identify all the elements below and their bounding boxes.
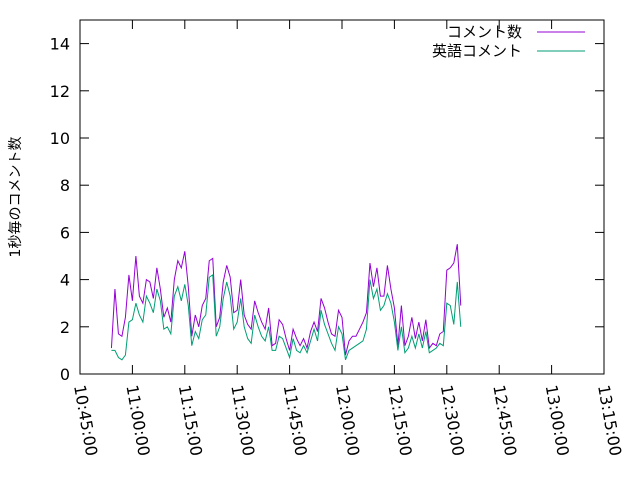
x-tick-label: 12:15:00 — [384, 383, 415, 457]
x-tick-label: 12:00:00 — [332, 383, 363, 457]
y-tick-labels: 0 2 4 6 8 10 12 14 — [50, 35, 70, 384]
x-tick-label: 13:15:00 — [594, 383, 625, 457]
x-tick-label: 12:30:00 — [437, 383, 468, 457]
y-tick-label: 8 — [60, 176, 70, 195]
y-tick-label: 12 — [50, 82, 70, 101]
y-tick-label: 4 — [60, 271, 70, 290]
x-tick-label: 10:45:00 — [70, 383, 101, 457]
x-tick-label: 11:45:00 — [280, 383, 311, 457]
y-tick-label: 14 — [50, 35, 70, 54]
y-axis-label: 1秒毎のコメント数 — [8, 137, 24, 258]
x-tick-label: 13:00:00 — [542, 383, 573, 457]
series-line-1 — [111, 273, 462, 361]
series-layer — [110, 244, 462, 361]
x-tick-label: 11:00:00 — [122, 383, 153, 457]
x-tick-label: 11:15:00 — [175, 383, 206, 457]
legend-label: 英語コメント — [432, 42, 522, 60]
y-tick-label: 10 — [50, 129, 70, 148]
y-tick-label: 0 — [60, 365, 70, 384]
series-line-0 — [110, 244, 462, 356]
x-tick-label: 12:45:00 — [489, 383, 520, 457]
x-tick-labels: 10:45:00 11:00:00 11:15:00 11:30:00 11:45:00… — [70, 383, 625, 457]
y-tick-label: 6 — [60, 223, 70, 242]
legend-label: コメント数 — [447, 23, 522, 41]
plot-frame — [79, 19, 605, 375]
y-tick-label: 2 — [60, 318, 70, 337]
x-tick-label: 11:30:00 — [227, 383, 258, 457]
